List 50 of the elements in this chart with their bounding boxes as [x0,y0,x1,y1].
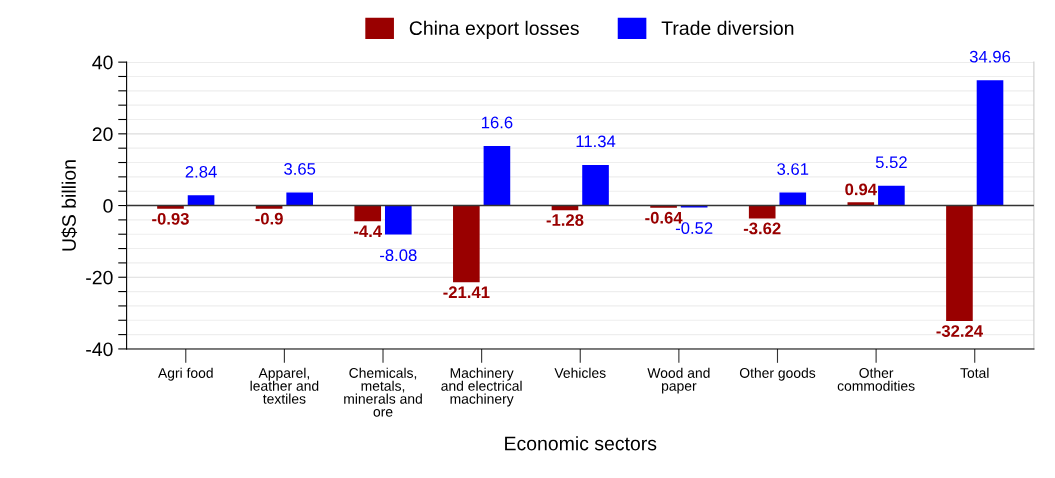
bar [453,205,480,283]
x-axis-title: Economic sectors [505,436,657,451]
bar [286,192,313,206]
x-tick-label: Total [960,367,989,378]
data-label: -0.93 [152,212,189,225]
y-tick-label: -20 [86,270,113,285]
data-label: 5.52 [875,156,907,169]
bar [384,205,412,235]
data-label: 0.94 [845,183,877,196]
x-tick-label: Wood and paper [647,367,710,394]
x-tick-label: Apparel, leather and textiles [250,367,319,404]
y-tick-label: 20 [92,127,113,142]
bar [187,195,215,206]
data-label: -4.4 [354,225,382,237]
y-tick-label: 0 [103,199,113,213]
data-label: -0.64 [645,211,683,224]
x-tick-label: Vehicles [554,367,606,378]
y-axis-title: U$S billion [61,160,78,251]
bar [779,192,807,206]
data-label: 16.6 [481,116,513,129]
data-label: -8.08 [380,249,417,262]
bar [483,146,511,206]
data-label: 11.34 [576,135,616,148]
data-label: 34.96 [969,50,1011,63]
x-tick-label: Machinery and electrical machinery [441,367,522,407]
data-label: 2.84 [185,165,217,178]
data-label: -0.9 [255,212,283,225]
legend-label: Trade diversion [661,20,794,36]
data-label: -3.62 [743,222,781,235]
y-tick-label: 40 [92,55,113,70]
bar [748,205,776,219]
bar [976,80,1004,206]
bar [157,205,184,209]
data-label: -0.52 [675,222,713,234]
data-label: -1.28 [546,214,584,226]
y-tick-label: -40 [86,342,113,357]
data-label: 3.65 [284,163,316,175]
x-tick-label: Other goods [739,367,816,381]
bar [878,185,905,206]
legend-label: China export losses [409,20,579,39]
bar [354,205,382,222]
bar [255,205,283,209]
x-tick-label: Chemicals, metals, minerals and ore [344,367,422,417]
bar [582,164,609,206]
data-label: 3.61 [777,163,809,175]
bar [946,205,973,322]
x-tick-label: Other commodities [837,367,915,391]
data-label: -21.41 [443,286,490,298]
data-label: -32.24 [936,325,983,337]
x-tick-label: Agri food [158,367,213,381]
